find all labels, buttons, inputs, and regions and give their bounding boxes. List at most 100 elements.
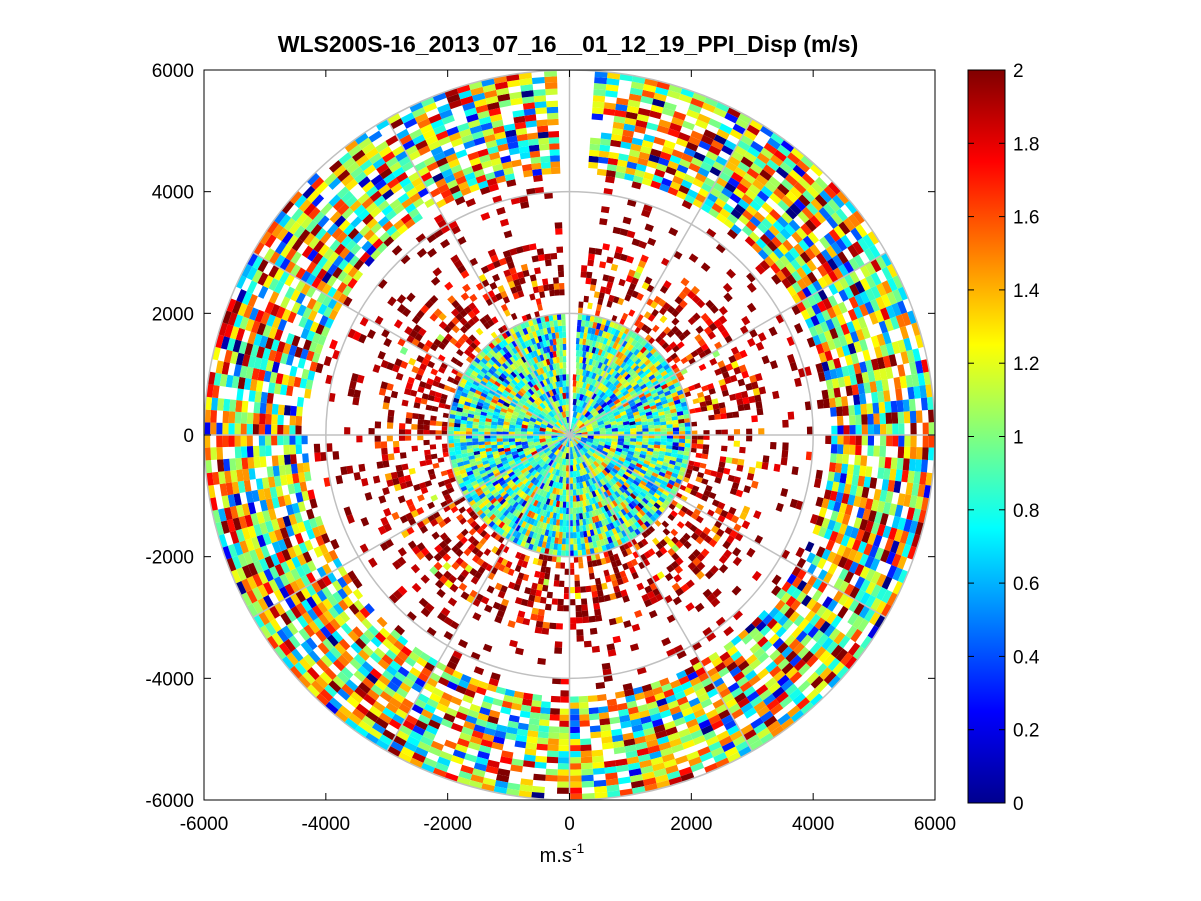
range-gate xyxy=(614,490,621,498)
range-gate xyxy=(622,492,629,499)
range-gate xyxy=(585,389,591,397)
range-gate xyxy=(746,435,753,442)
range-gate xyxy=(562,507,567,514)
range-gate xyxy=(504,398,512,405)
range-gate xyxy=(572,501,577,508)
range-gate xyxy=(830,453,837,463)
range-gate xyxy=(511,450,518,456)
range-gate xyxy=(488,474,496,481)
range-gate xyxy=(499,479,507,487)
range-gate xyxy=(601,413,609,420)
range-gate xyxy=(277,414,284,425)
range-gate xyxy=(599,410,607,417)
range-gate xyxy=(480,454,488,459)
range-gate xyxy=(861,435,868,446)
range-gate xyxy=(504,368,512,375)
range-gate xyxy=(549,714,560,721)
range-gate xyxy=(600,343,606,351)
range-gate xyxy=(624,427,631,432)
range-gate xyxy=(562,483,567,490)
range-gate xyxy=(516,447,524,453)
range-gate xyxy=(542,353,548,360)
range-gate xyxy=(500,490,507,498)
range-gate xyxy=(591,516,597,524)
range-gate xyxy=(612,514,619,521)
range-gate xyxy=(545,566,551,574)
range-gate xyxy=(782,442,789,451)
range-gate xyxy=(484,444,492,449)
range-gate xyxy=(672,438,680,443)
range-gate xyxy=(632,372,639,380)
range-gate xyxy=(860,403,868,415)
range-gate xyxy=(511,398,519,405)
range-gate xyxy=(652,414,660,420)
range-gate xyxy=(617,510,624,518)
range-gate xyxy=(646,469,654,475)
range-gate xyxy=(504,465,512,472)
range-gate xyxy=(576,635,584,642)
range-gate xyxy=(392,440,400,448)
range-gate xyxy=(289,425,296,435)
range-gate xyxy=(575,444,582,451)
range-gate xyxy=(569,726,580,734)
range-gate xyxy=(565,483,570,490)
range-gate xyxy=(546,441,554,448)
range-gate xyxy=(544,253,551,261)
range-gate xyxy=(607,383,615,390)
range-gate xyxy=(628,447,635,453)
range-gate xyxy=(565,423,569,430)
range-gate xyxy=(491,447,499,453)
range-gate xyxy=(488,460,496,466)
range-gate xyxy=(542,584,549,592)
range-gate xyxy=(429,420,437,426)
range-gate xyxy=(849,425,856,435)
range-gate xyxy=(867,424,875,435)
range-gate xyxy=(627,368,635,375)
range-gate xyxy=(587,464,594,472)
range-gate xyxy=(831,425,838,435)
range-gate xyxy=(647,447,654,452)
range-gate xyxy=(536,487,542,495)
range-gate xyxy=(585,370,591,378)
range-gate xyxy=(523,354,530,362)
range-gate xyxy=(487,472,495,478)
range-gate xyxy=(494,483,501,490)
range-gate xyxy=(579,344,584,351)
range-gate xyxy=(575,507,580,514)
range-gate xyxy=(503,378,511,385)
range-gate xyxy=(655,401,663,407)
range-gate xyxy=(533,370,539,377)
range-gate xyxy=(515,503,522,511)
range-gate xyxy=(518,453,526,460)
range-gate xyxy=(606,366,612,374)
range-gate xyxy=(579,482,584,489)
range-gate xyxy=(574,574,580,581)
range-gate xyxy=(653,469,660,475)
range-gate xyxy=(619,453,627,460)
range-gate xyxy=(490,477,498,484)
range-gate xyxy=(733,429,741,435)
range-gate xyxy=(834,396,843,407)
range-gate xyxy=(733,440,740,447)
range-gate xyxy=(609,508,616,516)
range-gate xyxy=(478,441,485,446)
range-gate xyxy=(622,363,630,371)
range-gate xyxy=(518,410,526,417)
range-gate xyxy=(266,392,274,404)
range-gate xyxy=(508,427,515,432)
range-gate xyxy=(515,424,522,429)
range-gate xyxy=(502,492,510,500)
range-gate xyxy=(608,368,615,376)
range-gate xyxy=(484,428,491,432)
range-gate xyxy=(583,640,592,648)
range-gate xyxy=(529,404,537,411)
range-gate xyxy=(575,457,582,465)
range-gate xyxy=(487,408,495,413)
range-gate xyxy=(613,453,621,460)
range-gate xyxy=(558,531,563,539)
range-gate xyxy=(588,339,594,347)
range-gate xyxy=(466,441,473,446)
range-gate xyxy=(497,398,505,405)
range-gate xyxy=(524,450,532,457)
range-gate xyxy=(555,368,560,376)
